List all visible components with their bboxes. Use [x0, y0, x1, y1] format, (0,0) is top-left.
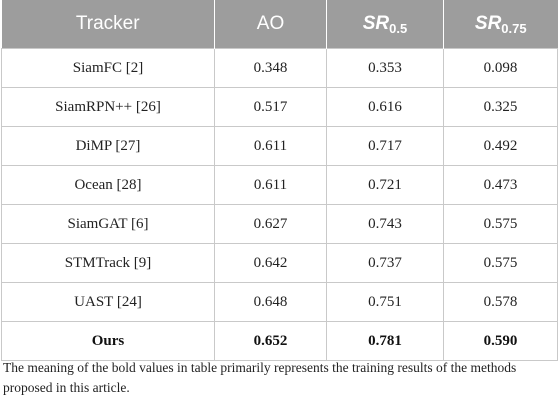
header-sr075-sub: 0.75 [501, 21, 527, 36]
results-table: Tracker AO SR0.5 SR0.75 SiamFC [2] 0.348… [1, 0, 558, 361]
cell-tracker: Ocean [28] [1, 165, 215, 205]
cell-sr05: 0.781 [326, 321, 444, 361]
cell-ao: 0.611 [214, 126, 327, 166]
header-sr05: SR0.5 [326, 0, 444, 49]
cell-tracker: UAST [24] [1, 282, 215, 322]
cell-sr05: 0.721 [326, 165, 444, 205]
cell-ao: 0.611 [214, 165, 327, 205]
cell-tracker: Ours [1, 321, 215, 361]
header-sr05-main: SR [362, 13, 390, 34]
cell-sr075: 0.575 [443, 204, 558, 244]
table-row: DiMP [27] 0.611 0.717 0.492 [1, 126, 558, 166]
cell-sr075: 0.590 [443, 321, 558, 361]
cell-sr05: 0.751 [326, 282, 444, 322]
cell-sr05: 0.737 [326, 243, 444, 283]
header-tracker: Tracker [1, 0, 215, 49]
cell-tracker: DiMP [27] [1, 126, 215, 166]
cell-tracker: SiamFC [2] [1, 48, 215, 88]
cell-ao: 0.627 [214, 204, 327, 244]
cell-sr05: 0.616 [326, 87, 444, 127]
cell-ao: 0.348 [214, 48, 327, 88]
cell-sr075: 0.578 [443, 282, 558, 322]
cell-ao: 0.517 [214, 87, 327, 127]
cell-sr075: 0.325 [443, 87, 558, 127]
cell-ao: 0.652 [214, 321, 327, 361]
results-table-container: Tracker AO SR0.5 SR0.75 SiamFC [2] 0.348… [1, 0, 558, 361]
cell-ao: 0.642 [214, 243, 327, 283]
cell-sr075: 0.575 [443, 243, 558, 283]
header-sr075-main: SR [474, 13, 502, 34]
cell-sr05: 0.717 [326, 126, 444, 166]
cell-sr075: 0.492 [443, 126, 558, 166]
table-row: SiamRPN++ [26] 0.517 0.616 0.325 [1, 87, 558, 127]
cell-sr05: 0.353 [326, 48, 444, 88]
cell-ao: 0.648 [214, 282, 327, 322]
cell-tracker: STMTrack [9] [1, 243, 215, 283]
table-footnote: The meaning of the bold values in table … [3, 360, 517, 395]
table-row: UAST [24] 0.648 0.751 0.578 [1, 282, 558, 322]
header-sr05-sub: 0.5 [389, 21, 408, 36]
table-row: SiamGAT [6] 0.627 0.743 0.575 [1, 204, 558, 244]
table-row: STMTrack [9] 0.642 0.737 0.575 [1, 243, 558, 283]
table-body: SiamFC [2] 0.348 0.353 0.098 SiamRPN++ [… [1, 48, 558, 361]
cell-tracker: SiamRPN++ [26] [1, 87, 215, 127]
cell-tracker: SiamGAT [6] [1, 204, 215, 244]
cell-sr05: 0.743 [326, 204, 444, 244]
table-header: Tracker AO SR0.5 SR0.75 [1, 0, 558, 49]
table-row-ours: Ours 0.652 0.781 0.590 [1, 321, 558, 361]
cell-sr075: 0.098 [443, 48, 558, 88]
cell-sr075: 0.473 [443, 165, 558, 205]
header-sr075: SR0.75 [443, 0, 558, 49]
header-ao: AO [214, 0, 327, 49]
table-row: Ocean [28] 0.611 0.721 0.473 [1, 165, 558, 205]
table-row: SiamFC [2] 0.348 0.353 0.098 [1, 48, 558, 88]
header-row: Tracker AO SR0.5 SR0.75 [1, 0, 558, 49]
